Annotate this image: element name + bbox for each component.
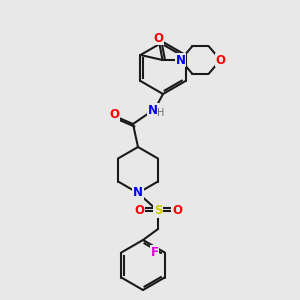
- Text: O: O: [154, 32, 164, 44]
- Text: N: N: [133, 187, 143, 200]
- Text: H: H: [157, 108, 165, 118]
- Text: N: N: [176, 53, 185, 67]
- Text: O: O: [215, 53, 226, 67]
- Text: O: O: [172, 205, 182, 218]
- Text: O: O: [109, 109, 119, 122]
- Text: N: N: [148, 103, 158, 116]
- Text: S: S: [154, 205, 162, 218]
- Text: F: F: [151, 246, 159, 259]
- Text: O: O: [134, 205, 144, 218]
